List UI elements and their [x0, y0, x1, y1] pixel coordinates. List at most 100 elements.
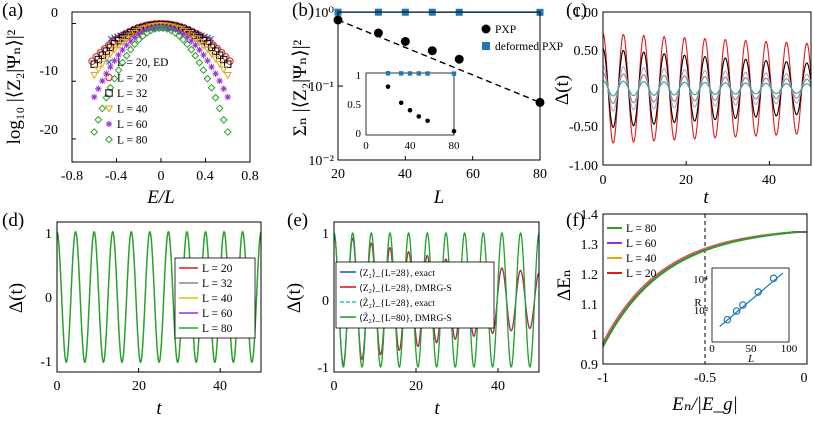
a-point	[130, 40, 139, 49]
a-point	[91, 93, 98, 101]
c-series-line	[602, 80, 812, 97]
a-point	[191, 31, 200, 39]
e-legend-label: ⟨Z̃₂⟩_{L=80}, DMRG-S	[359, 311, 452, 324]
a-point	[126, 45, 135, 54]
d-legend-label: L = 40	[202, 293, 233, 305]
f-ytick: 1.4	[581, 208, 599, 223]
panel-a-plot	[72, 19, 234, 162]
a-point	[191, 51, 200, 60]
a-point	[220, 55, 228, 64]
f-legend-label: L = 40	[626, 253, 657, 265]
a-point	[90, 60, 98, 68]
a-point	[219, 66, 228, 74]
e-ytick: 1	[322, 227, 329, 242]
a-point	[122, 31, 131, 39]
a-point	[131, 34, 138, 41]
a-point	[106, 50, 115, 59]
e-xtick: 40	[491, 379, 505, 394]
a-point	[122, 51, 131, 60]
a-point	[107, 63, 114, 71]
a-point	[96, 48, 105, 57]
a-point	[208, 63, 215, 71]
e-xlabel: t	[434, 398, 440, 419]
a-point	[211, 93, 220, 102]
a-point	[114, 66, 123, 75]
f-ylabel: ΔEₙ	[554, 269, 575, 301]
a-point	[203, 74, 212, 83]
f-inset-ytick: 10⁴	[693, 274, 708, 286]
c-series-line	[602, 48, 812, 129]
a-point	[179, 35, 188, 44]
a-point	[127, 37, 134, 45]
f-inset-point	[723, 315, 732, 324]
f-ytick: 1.3	[581, 238, 599, 253]
b-pxp-point	[454, 54, 464, 64]
b-inset-deformed-point	[407, 71, 413, 76]
a-point	[110, 46, 119, 54]
e-ylabel: Δ(t)	[284, 283, 305, 313]
a-point	[118, 34, 127, 42]
a-legend-label: L = 20	[117, 73, 148, 85]
b-inset-deformed-point	[451, 71, 457, 76]
panel-b: (b) 10⁰ 10⁻¹ 10⁻² 20 40 60 80 L Σₙ |⟨Z₂|…	[290, 0, 563, 208]
panel-b-inset	[365, 71, 457, 136]
d-ytick: 0	[45, 291, 52, 306]
d-legend-label: L = 80	[202, 323, 233, 335]
d-xtick: 20	[132, 379, 146, 394]
e-xtick: 0	[331, 379, 338, 394]
a-point	[114, 42, 123, 50]
b-inset-pxp-point	[416, 114, 422, 119]
a-point	[115, 51, 122, 59]
a-point	[212, 70, 219, 77]
a-point	[98, 51, 107, 59]
a-legend-marker	[105, 73, 113, 82]
a-point	[118, 58, 127, 67]
e-legend-label: ⟨Z̃₂⟩_{L=28}, exact	[359, 296, 435, 309]
a-point	[126, 32, 135, 40]
f-inset-point	[732, 307, 741, 315]
f-series-line	[602, 231, 797, 348]
a-point	[154, 22, 164, 30]
b-xlabel: L	[433, 187, 445, 208]
a-xtick: -0.8	[61, 169, 83, 184]
f-inset-xlabel: L	[747, 353, 754, 365]
f-inset-point	[769, 274, 778, 283]
panel-label-b: (b)	[292, 0, 314, 21]
f-inset-point	[754, 288, 763, 296]
b-pxp-point	[400, 36, 410, 46]
a-point	[134, 35, 143, 44]
b-inset-deformed-point	[385, 71, 391, 76]
a-point	[103, 70, 110, 77]
c-series-line	[602, 72, 812, 104]
a-point	[211, 55, 220, 63]
c-ytick: 0.50	[574, 44, 599, 59]
a-point	[119, 46, 126, 54]
a-point	[111, 57, 118, 64]
a-point	[163, 25, 171, 33]
a-xtick: -0.4	[105, 169, 127, 184]
f-legend-label: L = 80	[626, 223, 657, 235]
a-point	[167, 26, 176, 35]
f-legend-label: L = 20	[626, 268, 657, 280]
panel-f-inset	[711, 267, 790, 343]
a-point	[106, 83, 115, 92]
a-point	[207, 50, 216, 59]
a-point	[130, 29, 139, 38]
a-point	[220, 85, 227, 92]
a-legend-marker	[104, 105, 114, 113]
a-point	[146, 26, 155, 35]
b-inset-xtick: 0	[363, 140, 369, 152]
a-point	[135, 31, 142, 38]
a-legend-label: L = 60	[117, 119, 148, 131]
a-point	[215, 60, 224, 68]
b-inset-pxp-point	[385, 84, 391, 89]
a-point	[94, 55, 102, 64]
f-ytick: 1.2	[581, 268, 599, 283]
b-ytick: 10⁰	[314, 6, 334, 21]
d-ytick: 1	[45, 227, 52, 242]
panel-label-c: (c)	[566, 0, 587, 21]
f-ytick: 1	[591, 328, 598, 343]
a-point	[155, 23, 163, 30]
a-point	[90, 72, 99, 80]
